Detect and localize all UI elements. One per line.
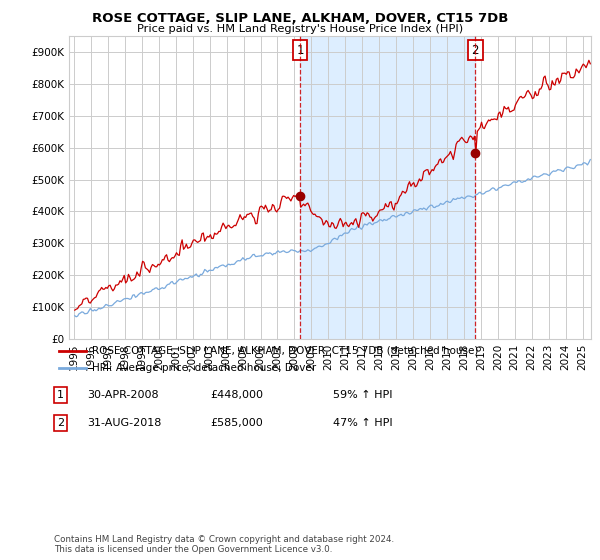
Text: 30-APR-2008: 30-APR-2008 [87, 390, 158, 400]
Text: £448,000: £448,000 [210, 390, 263, 400]
Text: ROSE COTTAGE, SLIP LANE, ALKHAM, DOVER, CT15 7DB: ROSE COTTAGE, SLIP LANE, ALKHAM, DOVER, … [92, 12, 508, 25]
Text: 59% ↑ HPI: 59% ↑ HPI [333, 390, 392, 400]
Text: 2: 2 [57, 418, 64, 428]
Text: £585,000: £585,000 [210, 418, 263, 428]
Text: Contains HM Land Registry data © Crown copyright and database right 2024.
This d: Contains HM Land Registry data © Crown c… [54, 535, 394, 554]
Text: HPI: Average price, detached house, Dover: HPI: Average price, detached house, Dove… [92, 363, 316, 374]
Bar [300, 36, 475, 339]
Text: ROSE COTTAGE, SLIP LANE, ALKHAM, DOVER, CT15 7DB (detached house): ROSE COTTAGE, SLIP LANE, ALKHAM, DOVER, … [92, 346, 478, 356]
Text: 1: 1 [296, 44, 304, 57]
Text: 31-AUG-2018: 31-AUG-2018 [87, 418, 161, 428]
Text: 1: 1 [57, 390, 64, 400]
Text: 2: 2 [472, 44, 479, 57]
Text: 47% ↑ HPI: 47% ↑ HPI [333, 418, 392, 428]
Text: Price paid vs. HM Land Registry's House Price Index (HPI): Price paid vs. HM Land Registry's House … [137, 24, 463, 34]
